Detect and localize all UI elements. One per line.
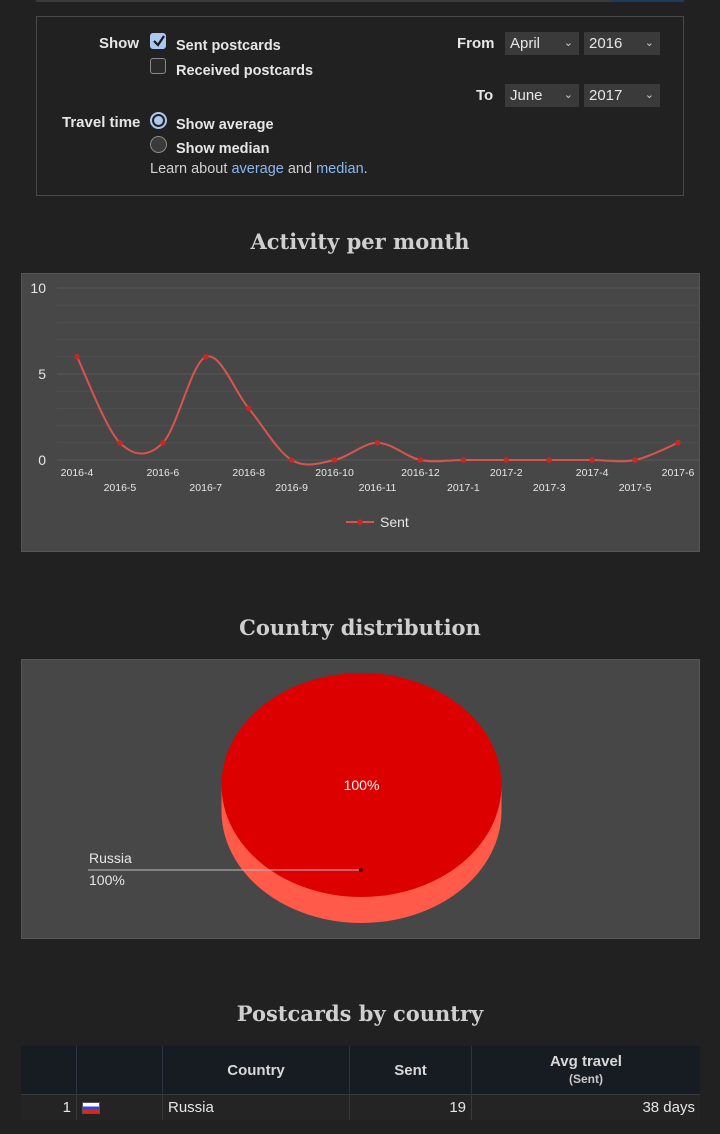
x-tick-label: 2017-1 xyxy=(447,482,480,494)
russia-flag-icon xyxy=(82,1102,100,1115)
learn-prefix: Learn about xyxy=(150,161,232,177)
show-median-label[interactable]: Show median xyxy=(176,141,270,157)
data-point xyxy=(160,440,166,446)
country-pie-svg: 100% Russia 100% xyxy=(88,673,502,923)
received-postcards-label[interactable]: Received postcards xyxy=(176,63,314,79)
chevron-down-icon: ⌄ xyxy=(644,89,654,101)
to-label: To xyxy=(476,87,494,104)
data-point xyxy=(374,440,381,446)
country-pie-chart: 100% Russia 100% xyxy=(21,659,700,939)
rank-header[interactable] xyxy=(21,1046,77,1095)
learn-about-text: Learn about average and median. xyxy=(150,161,368,177)
data-point xyxy=(117,440,123,446)
to-month-value: June xyxy=(510,87,543,104)
from-year-select[interactable]: 2016 ⌄ xyxy=(584,32,660,55)
data-point xyxy=(675,440,681,446)
x-tick-label: 2016-10 xyxy=(315,467,354,479)
pie-slice-russia xyxy=(221,673,502,897)
table-row: 1 Russia 19 38 days xyxy=(21,1094,700,1120)
x-tick-label: 2016-9 xyxy=(275,482,308,494)
postcards-table: Country Sent Avg travel (Sent) 1 Russia 1… xyxy=(21,1046,700,1120)
table-header-row: Country Sent Avg travel (Sent) xyxy=(21,1046,700,1095)
sent-postcards-label[interactable]: Sent postcards xyxy=(176,38,281,54)
from-label: From xyxy=(457,35,495,52)
sent-header[interactable]: Sent xyxy=(349,1046,472,1095)
received-postcards-checkbox[interactable] xyxy=(150,58,166,74)
y-tick-label: 5 xyxy=(38,366,46,382)
legend-label: Sent xyxy=(380,514,409,530)
top-divider-accent xyxy=(612,0,684,2)
callout-dot xyxy=(359,868,363,872)
to-year-select[interactable]: 2017 ⌄ xyxy=(584,84,660,107)
x-tick-label: 2017-4 xyxy=(576,467,609,479)
x-tick-label: 2016-4 xyxy=(61,467,94,479)
data-point xyxy=(589,457,595,463)
filter-panel: Show Sent postcards Received postcards T… xyxy=(36,16,684,196)
data-point xyxy=(632,457,638,463)
median-link[interactable]: median xyxy=(316,161,364,177)
country-header[interactable]: Country xyxy=(162,1046,350,1095)
x-tick-label: 2016-6 xyxy=(147,467,180,479)
callout-percent-label: 100% xyxy=(89,872,125,888)
learn-suffix: . xyxy=(363,161,368,177)
x-tick-label: 2016-8 xyxy=(232,467,265,479)
show-median-radio[interactable] xyxy=(150,136,167,153)
avg-travel-header-label: Avg travel xyxy=(550,1053,622,1070)
y-tick-label: 10 xyxy=(30,280,46,296)
avg-travel-header[interactable]: Avg travel (Sent) xyxy=(471,1046,700,1095)
callout-country-label: Russia xyxy=(89,850,132,866)
pie-slice-percent-label: 100% xyxy=(344,777,380,793)
row-rank: 1 xyxy=(21,1094,77,1120)
to-year-value: 2017 xyxy=(589,87,623,104)
chevron-down-icon: ⌄ xyxy=(644,37,654,49)
to-month-select[interactable]: June ⌄ xyxy=(505,84,579,107)
row-sent-link[interactable]: 19 xyxy=(349,1094,472,1120)
x-tick-label: 2017-3 xyxy=(533,482,566,494)
from-month-select[interactable]: April ⌄ xyxy=(505,32,579,55)
from-month-value: April xyxy=(510,35,541,52)
data-point xyxy=(546,457,553,463)
data-point xyxy=(202,354,209,360)
country-title: Country distribution xyxy=(239,615,481,640)
data-point xyxy=(288,457,295,463)
data-point xyxy=(503,457,510,463)
from-year-value: 2016 xyxy=(589,35,623,52)
top-divider xyxy=(36,0,684,2)
row-flag-cell xyxy=(76,1094,163,1120)
y-tick-label: 0 xyxy=(38,452,46,468)
check-icon xyxy=(153,35,165,47)
row-avg-travel: 38 days xyxy=(471,1094,700,1120)
sent-series-line xyxy=(76,355,679,466)
show-label: Show xyxy=(99,35,139,52)
data-point xyxy=(331,457,338,463)
learn-and: and xyxy=(283,161,317,177)
x-tick-label: 2016-7 xyxy=(189,482,222,494)
data-point xyxy=(74,354,80,360)
activity-chart: 0 5 10 2016-4 2016-5 2016-6 2016-7 2016-8 2016-9… xyxy=(21,273,700,552)
data-point xyxy=(245,405,252,412)
table-title: Postcards by country xyxy=(236,1001,484,1026)
avg-travel-subheader: (Sent) xyxy=(569,1072,603,1086)
x-tick-label: 2017-6 xyxy=(662,467,695,479)
x-tick-label: 2017-5 xyxy=(619,482,652,494)
data-point xyxy=(460,457,467,463)
sent-postcards-checkbox[interactable] xyxy=(150,33,166,49)
x-tick-label: 2016-12 xyxy=(401,467,440,479)
activity-title: Activity per month xyxy=(250,229,470,254)
row-country[interactable]: Russia xyxy=(162,1094,350,1120)
legend-marker xyxy=(357,519,363,525)
show-average-radio[interactable] xyxy=(150,112,167,129)
x-tick-label: 2016-11 xyxy=(359,482,397,494)
x-tick-label: 2016-5 xyxy=(104,482,137,494)
show-average-label[interactable]: Show average xyxy=(176,117,274,133)
flag-header[interactable] xyxy=(76,1046,163,1095)
data-point xyxy=(417,457,424,463)
travel-time-label: Travel time xyxy=(62,114,141,131)
average-link[interactable]: average xyxy=(231,161,284,177)
x-tick-label: 2017-2 xyxy=(490,467,523,479)
activity-chart-svg: 0 5 10 2016-4 2016-5 2016-6 2016-7 2016-8 2016-9… xyxy=(30,280,700,530)
chevron-down-icon: ⌄ xyxy=(563,89,573,101)
chevron-down-icon: ⌄ xyxy=(563,37,573,49)
